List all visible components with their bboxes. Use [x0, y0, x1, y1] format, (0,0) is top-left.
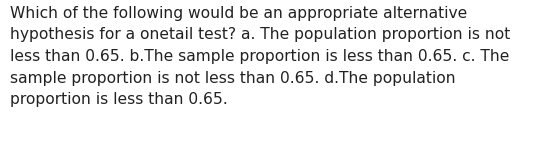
Text: Which of the following would be an appropriate alternative
hypothesis for a onet: Which of the following would be an appro…	[10, 6, 511, 107]
